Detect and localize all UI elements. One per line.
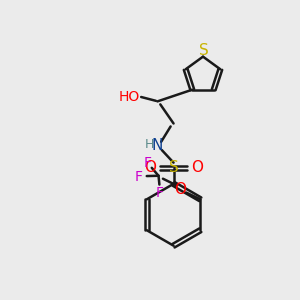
- Text: S: S: [199, 43, 208, 58]
- Text: O: O: [174, 182, 186, 196]
- Text: F: F: [143, 156, 151, 170]
- Text: N: N: [152, 138, 163, 153]
- Text: F: F: [156, 186, 164, 200]
- Text: H: H: [144, 139, 154, 152]
- Text: O: O: [191, 160, 203, 175]
- Text: F: F: [134, 170, 142, 184]
- Text: O: O: [144, 160, 156, 175]
- Text: HO: HO: [119, 90, 140, 104]
- Text: S: S: [169, 160, 178, 175]
